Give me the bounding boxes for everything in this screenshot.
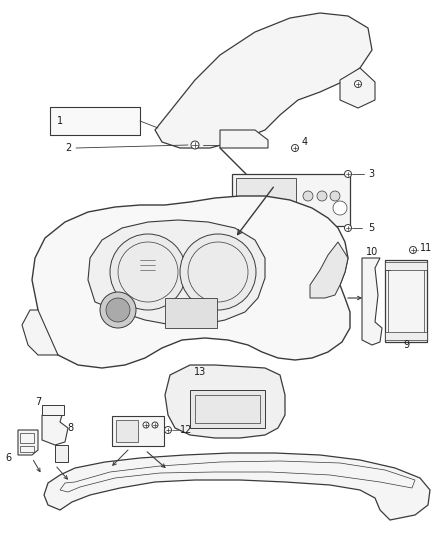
- Bar: [20, 433, 34, 443]
- Bar: [236, 178, 296, 222]
- Polygon shape: [32, 196, 350, 368]
- Polygon shape: [155, 13, 372, 148]
- Circle shape: [303, 191, 313, 201]
- Text: 5: 5: [368, 223, 374, 233]
- Circle shape: [110, 234, 186, 310]
- Text: 10: 10: [366, 247, 378, 257]
- Polygon shape: [88, 220, 265, 325]
- Polygon shape: [362, 258, 382, 345]
- Circle shape: [330, 191, 340, 201]
- Text: 8: 8: [67, 423, 73, 433]
- Circle shape: [317, 191, 327, 201]
- Bar: [385, 260, 427, 342]
- Circle shape: [100, 292, 136, 328]
- Bar: [385, 262, 427, 270]
- Text: 11: 11: [420, 243, 432, 253]
- Bar: [232, 174, 350, 226]
- Text: 6: 6: [6, 453, 12, 463]
- Circle shape: [143, 422, 149, 428]
- Circle shape: [152, 422, 158, 428]
- Circle shape: [345, 224, 352, 231]
- Polygon shape: [55, 445, 68, 462]
- Bar: [165, 298, 217, 328]
- Polygon shape: [18, 430, 38, 455]
- Circle shape: [180, 234, 256, 310]
- Text: 3: 3: [368, 169, 374, 179]
- Polygon shape: [220, 130, 268, 148]
- Polygon shape: [44, 453, 430, 520]
- Bar: [190, 390, 265, 428]
- Circle shape: [292, 144, 299, 151]
- Circle shape: [333, 201, 347, 215]
- Circle shape: [410, 246, 417, 254]
- Bar: [195, 395, 260, 423]
- Text: 12: 12: [180, 425, 192, 435]
- Text: 13: 13: [194, 367, 206, 377]
- Polygon shape: [22, 310, 58, 355]
- Circle shape: [191, 141, 199, 149]
- Circle shape: [106, 298, 130, 322]
- Polygon shape: [42, 415, 68, 445]
- Circle shape: [345, 171, 352, 177]
- Bar: [50, 107, 140, 135]
- Text: 4: 4: [302, 137, 308, 147]
- Bar: [112, 416, 164, 446]
- Bar: [20, 446, 34, 452]
- Bar: [388, 263, 424, 339]
- Bar: [42, 405, 64, 415]
- Bar: [116, 420, 138, 442]
- Text: 2: 2: [65, 143, 71, 153]
- Polygon shape: [165, 365, 285, 438]
- Polygon shape: [310, 242, 348, 298]
- Circle shape: [165, 426, 172, 433]
- Circle shape: [354, 80, 361, 87]
- Text: 1: 1: [57, 116, 63, 126]
- Bar: [385, 332, 427, 340]
- Ellipse shape: [271, 24, 350, 86]
- Text: 9: 9: [403, 340, 409, 350]
- Text: 7: 7: [35, 397, 41, 407]
- Polygon shape: [340, 68, 375, 108]
